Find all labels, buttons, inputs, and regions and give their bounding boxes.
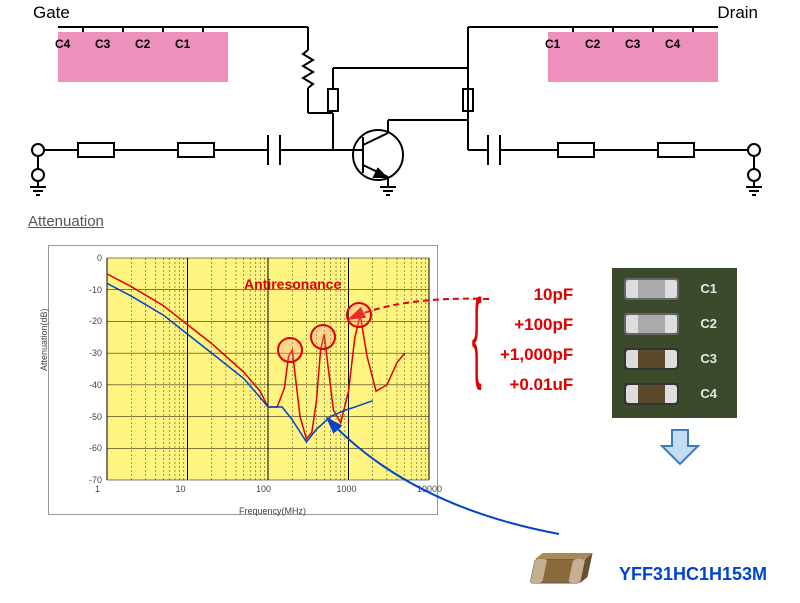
cap-value: +1,000pF — [500, 340, 573, 370]
cap-label: C3 — [95, 37, 110, 51]
antiresonance-marker — [310, 324, 336, 350]
cap-label: C2 — [135, 37, 150, 51]
pcb-cap — [624, 348, 679, 370]
cap-values-list: 10pF +100pF +1,000pF +0.01uF — [500, 280, 573, 400]
attenuation-chart: 0-10-20-30-40-50-60-70 110100100010000 A… — [48, 245, 438, 515]
schematic-diagram: C4 C3 C2 C1 C1 C2 C3 C4 Gate Drain — [28, 5, 768, 200]
attenuation-title: Attenuation — [28, 213, 104, 230]
pcb-label: C2 — [700, 316, 717, 331]
smd-capacitor-icon — [525, 551, 593, 591]
pcb-cap — [624, 313, 679, 335]
cap-label: C1 — [545, 37, 560, 51]
pcb-cap — [624, 278, 679, 300]
cap-value: 10pF — [500, 280, 573, 310]
gate-label: Gate — [33, 3, 70, 23]
y-axis-title: Attenuation(dB) — [39, 308, 49, 371]
brace-icon: { — [472, 278, 482, 393]
pcb-label: C3 — [700, 351, 717, 366]
antiresonance-marker — [277, 337, 303, 363]
pcb-label: C1 — [700, 281, 717, 296]
x-axis-title: Frequency(MHz) — [239, 506, 306, 516]
cap-value: +100pF — [500, 310, 573, 340]
antiresonance-marker — [346, 302, 372, 328]
cap-label: C1 — [175, 37, 190, 51]
cap-label: C2 — [585, 37, 600, 51]
pcb-photo: C1 C2 C3 C4 — [612, 268, 737, 418]
pcb-label: C4 — [700, 386, 717, 401]
cap-value: +0.01uF — [500, 370, 573, 400]
blue-arrow — [319, 406, 569, 536]
cap-label: C4 — [665, 37, 680, 51]
arrow-down-icon — [660, 428, 700, 466]
pcb-cap — [624, 383, 679, 405]
antiresonance-label: Antiresonance — [244, 276, 341, 292]
part-number: YFF31HC1H153M — [619, 564, 767, 585]
cap-label: C3 — [625, 37, 640, 51]
cap-label: C4 — [55, 37, 70, 51]
drain-label: Drain — [717, 3, 758, 23]
